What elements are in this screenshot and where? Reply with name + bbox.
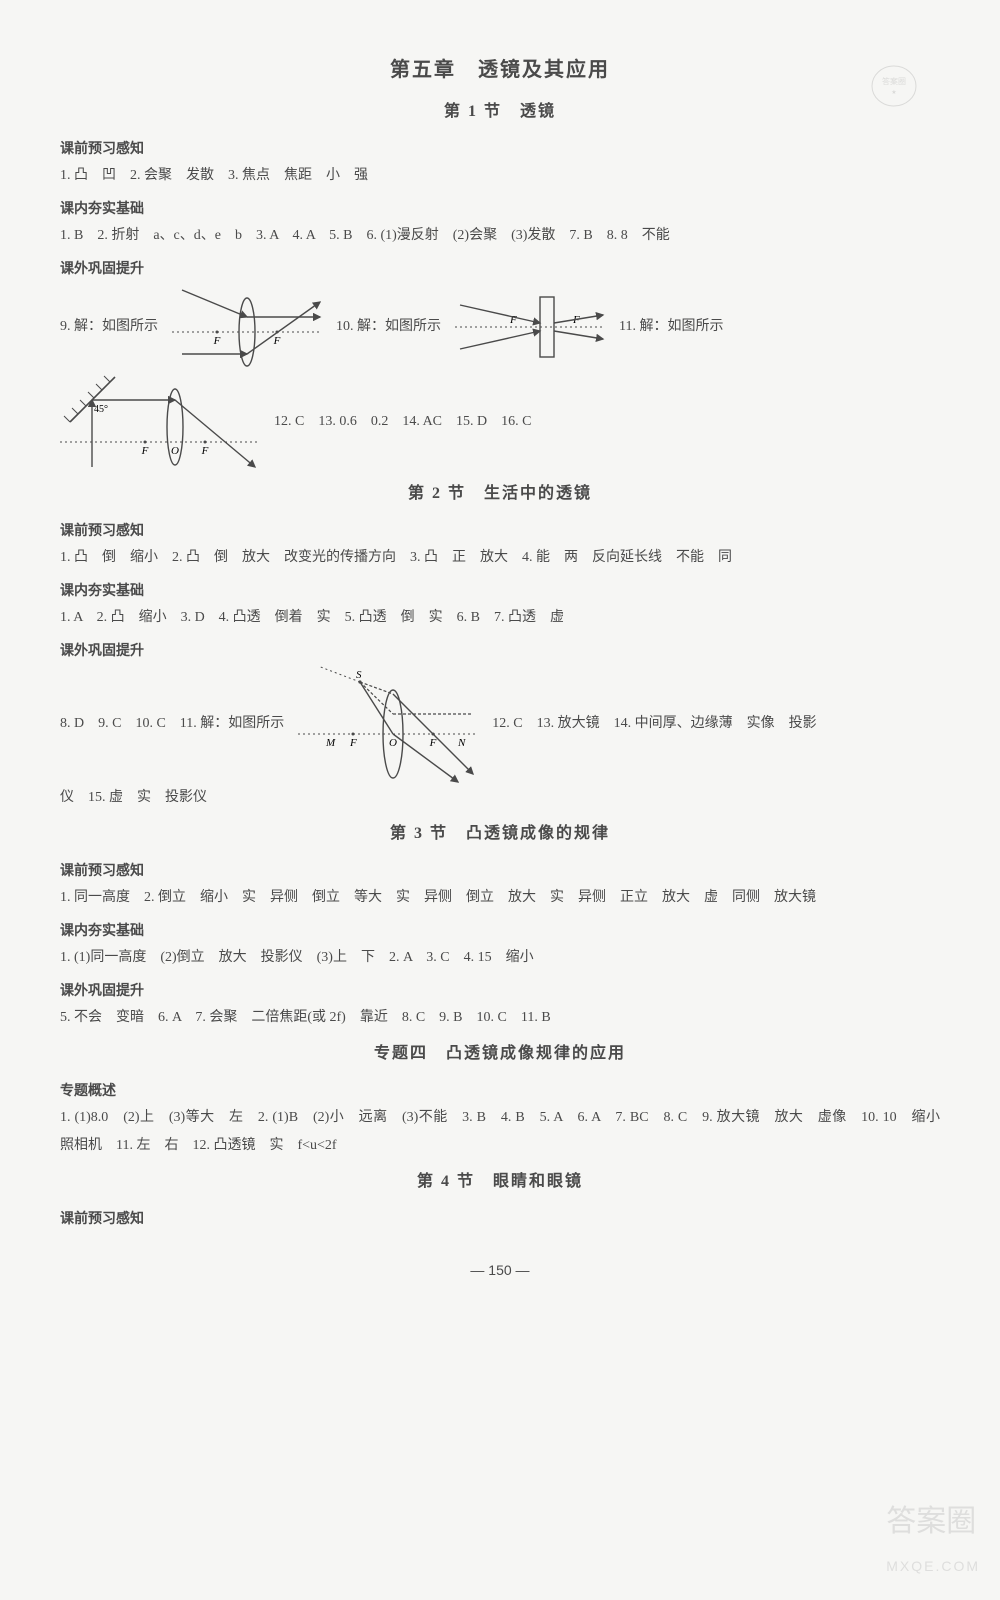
- svg-text:M: M: [325, 737, 336, 749]
- sec2-figure-row: 8. D 9. C 10. C 11. 解：如图所示 S M F O F N 1…: [60, 664, 940, 784]
- sec2-pre-heading: 课前预习感知: [60, 516, 940, 544]
- fig-q11-mirror-lens: 45° F O F: [60, 372, 260, 472]
- corner-stamp: 答案圈 ★: [868, 60, 920, 112]
- sec1-row2-text: 12. C 13. 0.6 0.2 14. AC 15. D 16. C: [274, 408, 531, 436]
- watermark: 答案圈 MXQE.COM: [886, 1492, 980, 1580]
- topic4-title: 专题四 凸透镜成像规律的应用: [60, 1038, 940, 1070]
- svg-text:F: F: [141, 445, 149, 457]
- sec1-basis-text: 1. B 2. 折射 a、c、d、e b 3. A 4. A 5. B 6. (…: [60, 222, 940, 250]
- q9-label: 9. 解：如图所示: [60, 313, 158, 341]
- sec2-tail: 仪 15. 虚 实 投影仪: [60, 784, 940, 812]
- q10-label: 10. 解：如图所示: [336, 313, 441, 341]
- svg-text:45°: 45°: [94, 404, 108, 415]
- sec3-adv-text: 5. 不会 变暗 6. A 7. 会聚 二倍焦距(或 2f) 靠近 8. C 9…: [60, 1004, 940, 1032]
- svg-text:F: F: [201, 445, 209, 457]
- sec3-pre-heading: 课前预习感知: [60, 856, 940, 884]
- fig-q10-slab: F F: [455, 287, 605, 367]
- sec2-basis-text: 1. A 2. 凸 缩小 3. D 4. 凸透 倒着 实 5. 凸透 倒 实 6…: [60, 604, 940, 632]
- svg-text:F: F: [273, 335, 281, 347]
- sec3-pre-text: 1. 同一高度 2. 倒立 缩小 实 异侧 倒立 等大 实 异侧 倒立 放大 实…: [60, 884, 940, 912]
- svg-text:答案圈: 答案圈: [882, 76, 906, 86]
- svg-text:S: S: [356, 669, 362, 681]
- topic4-text: 1. (1)8.0 (2)上 (3)等大 左 2. (1)B (2)小 远离 (…: [60, 1104, 940, 1160]
- section-2-title: 第 2 节 生活中的透镜: [60, 478, 940, 510]
- fig-q9-lens: F F: [172, 282, 322, 372]
- topic4-heading: 专题概述: [60, 1076, 940, 1104]
- sec4-pre-heading: 课前预习感知: [60, 1204, 940, 1232]
- section-3-title: 第 3 节 凸透镜成像的规律: [60, 818, 940, 850]
- sec2-pre-text: 1. 凸 倒 缩小 2. 凸 倒 放大 改变光的传播方向 3. 凸 正 放大 4…: [60, 544, 940, 572]
- svg-text:F: F: [429, 737, 437, 749]
- page-number: — 150 —: [60, 1256, 940, 1284]
- sec3-adv-heading: 课外巩固提升: [60, 976, 940, 1004]
- sec1-adv-heading: 课外巩固提升: [60, 254, 940, 282]
- svg-text:★: ★: [891, 89, 896, 96]
- sec3-basis-text: 1. (1)同一高度 (2)倒立 放大 投影仪 (3)上 下 2. A 3. C…: [60, 944, 940, 972]
- section-1-title: 第 1 节 透镜: [60, 96, 940, 128]
- section-4-title: 第 4 节 眼睛和眼镜: [60, 1166, 940, 1198]
- sec3-basis-heading: 课内夯实基础: [60, 916, 940, 944]
- figure-row-2: 45° F O F 12. C 13. 0.6 0.2 14. AC 15. D…: [60, 372, 940, 472]
- sec1-pre-text: 1. 凸 凹 2. 会聚 发散 3. 焦点 焦距 小 强: [60, 162, 940, 190]
- chapter-title: 第五章 透镜及其应用: [60, 50, 940, 90]
- svg-text:O: O: [171, 445, 179, 457]
- svg-text:F: F: [349, 737, 357, 749]
- svg-text:O: O: [389, 737, 397, 749]
- sec2-row-left: 8. D 9. C 10. C 11. 解：如图所示: [60, 710, 284, 738]
- sec2-basis-heading: 课内夯实基础: [60, 576, 940, 604]
- sec1-pre-heading: 课前预习感知: [60, 134, 940, 162]
- sec2-adv-heading: 课外巩固提升: [60, 636, 940, 664]
- svg-text:F: F: [213, 335, 221, 347]
- q11-label: 11. 解：如图所示: [619, 313, 723, 341]
- fig-sec2-q11: S M F O F N: [298, 664, 478, 784]
- sec1-basis-heading: 课内夯实基础: [60, 194, 940, 222]
- figure-row-1: 9. 解：如图所示 F F 10. 解：如图所示 F F: [60, 282, 940, 372]
- svg-text:N: N: [457, 737, 466, 749]
- sec2-row-right: 12. C 13. 放大镜 14. 中间厚、边缘薄 实像 投影: [492, 710, 816, 738]
